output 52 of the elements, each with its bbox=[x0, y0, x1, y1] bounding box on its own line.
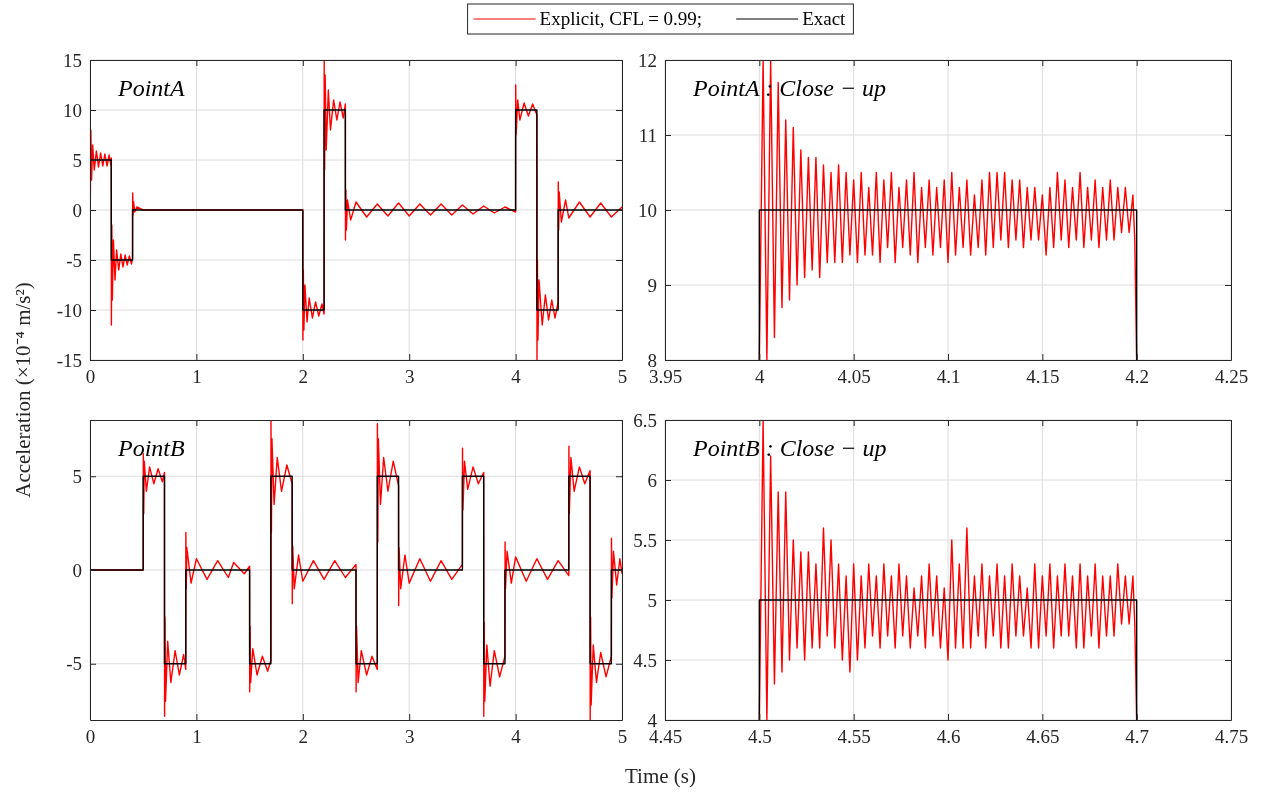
annotation: PointA bbox=[117, 75, 185, 101]
y-tick-label: 5 bbox=[647, 589, 657, 611]
x-tick-label: 2 bbox=[298, 726, 309, 748]
x-tick-label: 1 bbox=[192, 726, 202, 748]
x-tick-label: 5 bbox=[617, 726, 628, 748]
x-tick-label: 4.75 bbox=[1214, 726, 1249, 748]
y-tick-label: 5.5 bbox=[633, 529, 657, 551]
x-tick-label: 3 bbox=[404, 366, 415, 388]
y-tick-label: 12 bbox=[638, 49, 657, 71]
x-tick-label: 4.7 bbox=[1125, 726, 1150, 748]
x-tick-label: 5 bbox=[617, 366, 628, 388]
annotation: PointB : Close − up bbox=[692, 435, 887, 461]
x-axis-title: Time (s) bbox=[625, 764, 696, 788]
y-axis-title: Acceleration (×10⁻⁴ m/s²) bbox=[11, 282, 35, 498]
y-tick-label: 0 bbox=[72, 559, 82, 581]
annotation: PointB bbox=[117, 435, 185, 461]
x-tick-label: 4.65 bbox=[1026, 726, 1060, 748]
y-tick-label: 0 bbox=[72, 199, 82, 221]
x-tick-label: 2 bbox=[298, 366, 309, 388]
y-tick-label: -5 bbox=[66, 653, 82, 675]
legend-label: Exact bbox=[802, 8, 847, 29]
y-tick-label: -15 bbox=[56, 349, 82, 371]
line-series bbox=[90, 109, 622, 311]
y-tick-label: 6 bbox=[647, 469, 657, 491]
y-tick-label: 4.5 bbox=[633, 649, 657, 671]
x-tick-label: 4.2 bbox=[1125, 366, 1150, 388]
line-series bbox=[758, 60, 1138, 360]
y-tick-label: 9 bbox=[647, 274, 657, 296]
y-tick-label: 11 bbox=[638, 124, 657, 146]
y-tick-label: 15 bbox=[63, 49, 82, 71]
x-tick-label: 4.6 bbox=[936, 726, 961, 748]
y-tick-label: 10 bbox=[63, 99, 82, 121]
y-tick-label: -5 bbox=[66, 249, 82, 271]
x-tick-label: 4.15 bbox=[1026, 366, 1060, 388]
legend-label: Explicit, CFL = 0.99; bbox=[539, 8, 703, 29]
x-tick-label: 4.55 bbox=[837, 726, 871, 748]
x-tick-label: 4 bbox=[755, 366, 766, 388]
x-tick-label: 3 bbox=[404, 726, 415, 748]
y-tick-label: 5 bbox=[72, 465, 82, 487]
x-tick-label: 4 bbox=[511, 366, 522, 388]
x-tick-label: 4.5 bbox=[747, 726, 772, 748]
y-tick-label: 10 bbox=[638, 199, 657, 221]
y-tick-label: -10 bbox=[56, 299, 82, 321]
x-tick-label: 4.25 bbox=[1214, 366, 1249, 388]
y-tick-label: 6.5 bbox=[633, 409, 657, 431]
line-series bbox=[758, 420, 1138, 720]
x-tick-label: 4 bbox=[511, 726, 522, 748]
annotation: PointA : Close − up bbox=[692, 75, 887, 101]
x-tick-label: 4.1 bbox=[936, 366, 961, 388]
x-tick-label: 1 bbox=[192, 366, 202, 388]
y-tick-label: 5 bbox=[72, 149, 82, 171]
x-tick-label: 4.05 bbox=[837, 366, 871, 388]
